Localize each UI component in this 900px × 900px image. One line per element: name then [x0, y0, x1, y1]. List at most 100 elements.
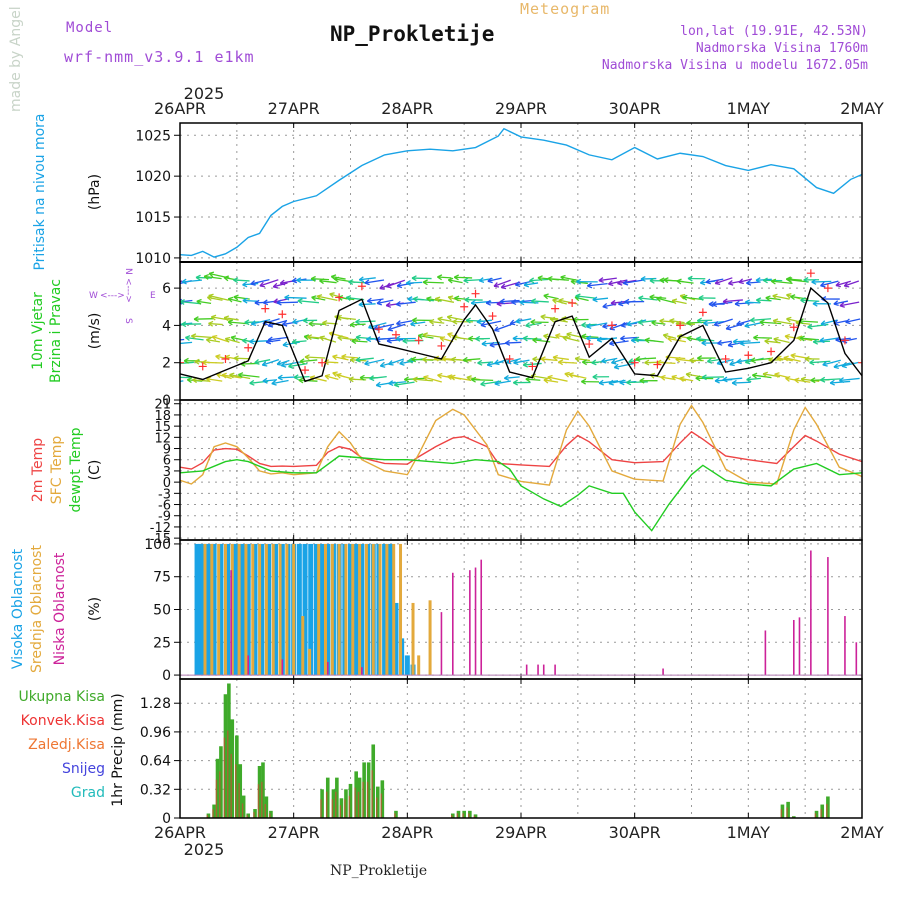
wind-arrowhead	[174, 377, 178, 379]
wind-arrow	[447, 316, 463, 321]
wind-arrowhead	[366, 336, 372, 340]
wind-arrow	[448, 296, 462, 302]
wind-arrowhead	[515, 321, 521, 324]
precip-conv-bar	[451, 815, 453, 818]
gust-marker	[823, 284, 832, 293]
wind-arrow	[819, 337, 841, 342]
cloud-mid-bar	[330, 543, 334, 676]
wind-arrowhead	[299, 358, 305, 363]
wind-arrowhead	[163, 338, 167, 341]
wind-arrow	[466, 376, 481, 381]
wind-arrow	[423, 376, 442, 383]
wind-arrowhead	[329, 292, 335, 295]
wind-arrow	[644, 339, 664, 343]
wind-arrowhead	[787, 279, 793, 283]
wind-arrowhead	[364, 363, 370, 367]
precip-bar	[780, 804, 785, 818]
wind-arrowhead	[395, 335, 401, 340]
wind-arrowhead	[334, 315, 339, 321]
wind-arrow	[404, 377, 426, 381]
wind-arrow	[519, 301, 539, 304]
wind-arrow	[623, 279, 645, 285]
wind-arrowhead	[324, 374, 331, 377]
precip-conv-bar	[468, 813, 470, 818]
wind-arrow	[238, 373, 260, 378]
wind-arrowhead	[717, 339, 722, 345]
wind-arrowhead	[717, 342, 723, 346]
wind-arrowhead	[639, 380, 645, 384]
wind-arrowhead	[396, 285, 403, 289]
wind-arrow	[696, 337, 715, 342]
temp-unit: (C)	[87, 460, 103, 481]
wind-arrowhead	[407, 360, 413, 364]
wind-arrow	[591, 360, 607, 364]
wind-arrowhead	[574, 295, 581, 298]
wind-arrow	[531, 300, 549, 303]
wind-arrow	[810, 379, 830, 382]
ytick-label: 1015	[135, 210, 171, 226]
wind-arrowhead	[412, 376, 418, 380]
wind-arrowhead	[744, 358, 750, 363]
wind-arrow	[223, 276, 239, 281]
wind-arrowhead	[513, 359, 518, 364]
wind-arrowhead	[841, 337, 847, 342]
wind-arrow	[592, 297, 609, 301]
wind-arrowhead	[284, 294, 290, 299]
wind-arrowhead	[242, 337, 248, 342]
wind-arrowhead	[581, 381, 587, 385]
wind-arrowhead	[267, 321, 273, 327]
wind-arrowhead	[201, 361, 207, 366]
wind-arrowhead	[215, 373, 221, 379]
wind-arrow	[597, 337, 618, 341]
gust-marker	[318, 358, 327, 367]
wind-arrow	[601, 357, 618, 363]
ytick-label: 0	[162, 668, 171, 684]
wind-arrowhead	[623, 282, 629, 286]
wind-arrow	[686, 321, 706, 324]
wind-arrowhead	[746, 376, 752, 381]
wind-arrow	[609, 340, 629, 345]
wind-arrowhead	[755, 279, 761, 284]
wind-arrowhead	[839, 302, 845, 307]
wind-arrow	[224, 316, 239, 321]
wind-arrowhead	[429, 318, 435, 323]
cloud-high-bar	[370, 543, 376, 676]
panel-frame-cloud	[179, 539, 863, 680]
ytick-label: 100	[144, 537, 171, 553]
wind-arrowhead	[310, 278, 316, 282]
wind-arrowhead	[476, 321, 482, 325]
wind-arrowhead	[562, 335, 568, 338]
wind-arrow	[350, 359, 367, 362]
wind-arrow	[373, 323, 395, 330]
wind-arrowhead	[736, 323, 742, 327]
wind-arrow	[745, 301, 761, 304]
wind-arrowhead	[504, 377, 510, 381]
cloud-high-bar	[259, 543, 265, 676]
wind-arrowhead	[798, 318, 804, 322]
wind-arrow	[356, 336, 376, 340]
cloud-high-bar	[330, 543, 336, 676]
wind-arrow	[311, 296, 326, 301]
wind-arrowhead	[230, 335, 237, 338]
wind-arrowhead	[523, 281, 529, 286]
wind-arrowhead	[785, 376, 791, 379]
wind-arrowhead	[166, 329, 171, 330]
wind-arrow	[842, 337, 857, 343]
wind-arrowhead	[302, 317, 308, 322]
wind-arrowhead	[423, 375, 429, 378]
wind-arrowhead	[745, 299, 751, 303]
wind-arrow	[437, 317, 455, 323]
wind-arrowhead	[713, 320, 719, 326]
wind-arrowhead	[351, 338, 357, 342]
cloud-low-bar	[480, 559, 483, 676]
cloud-mid-bar	[301, 616, 305, 676]
wind-arrowhead	[513, 362, 519, 366]
gust-marker	[744, 351, 753, 360]
precip-conv-bar	[380, 793, 382, 818]
wind-arrowhead	[506, 361, 512, 365]
wind-arrowhead	[221, 372, 227, 376]
wind-arrowhead	[547, 376, 552, 381]
wind-arrow	[437, 374, 455, 379]
wind-arrowhead	[223, 277, 229, 282]
precip-conv-bar	[462, 813, 464, 818]
